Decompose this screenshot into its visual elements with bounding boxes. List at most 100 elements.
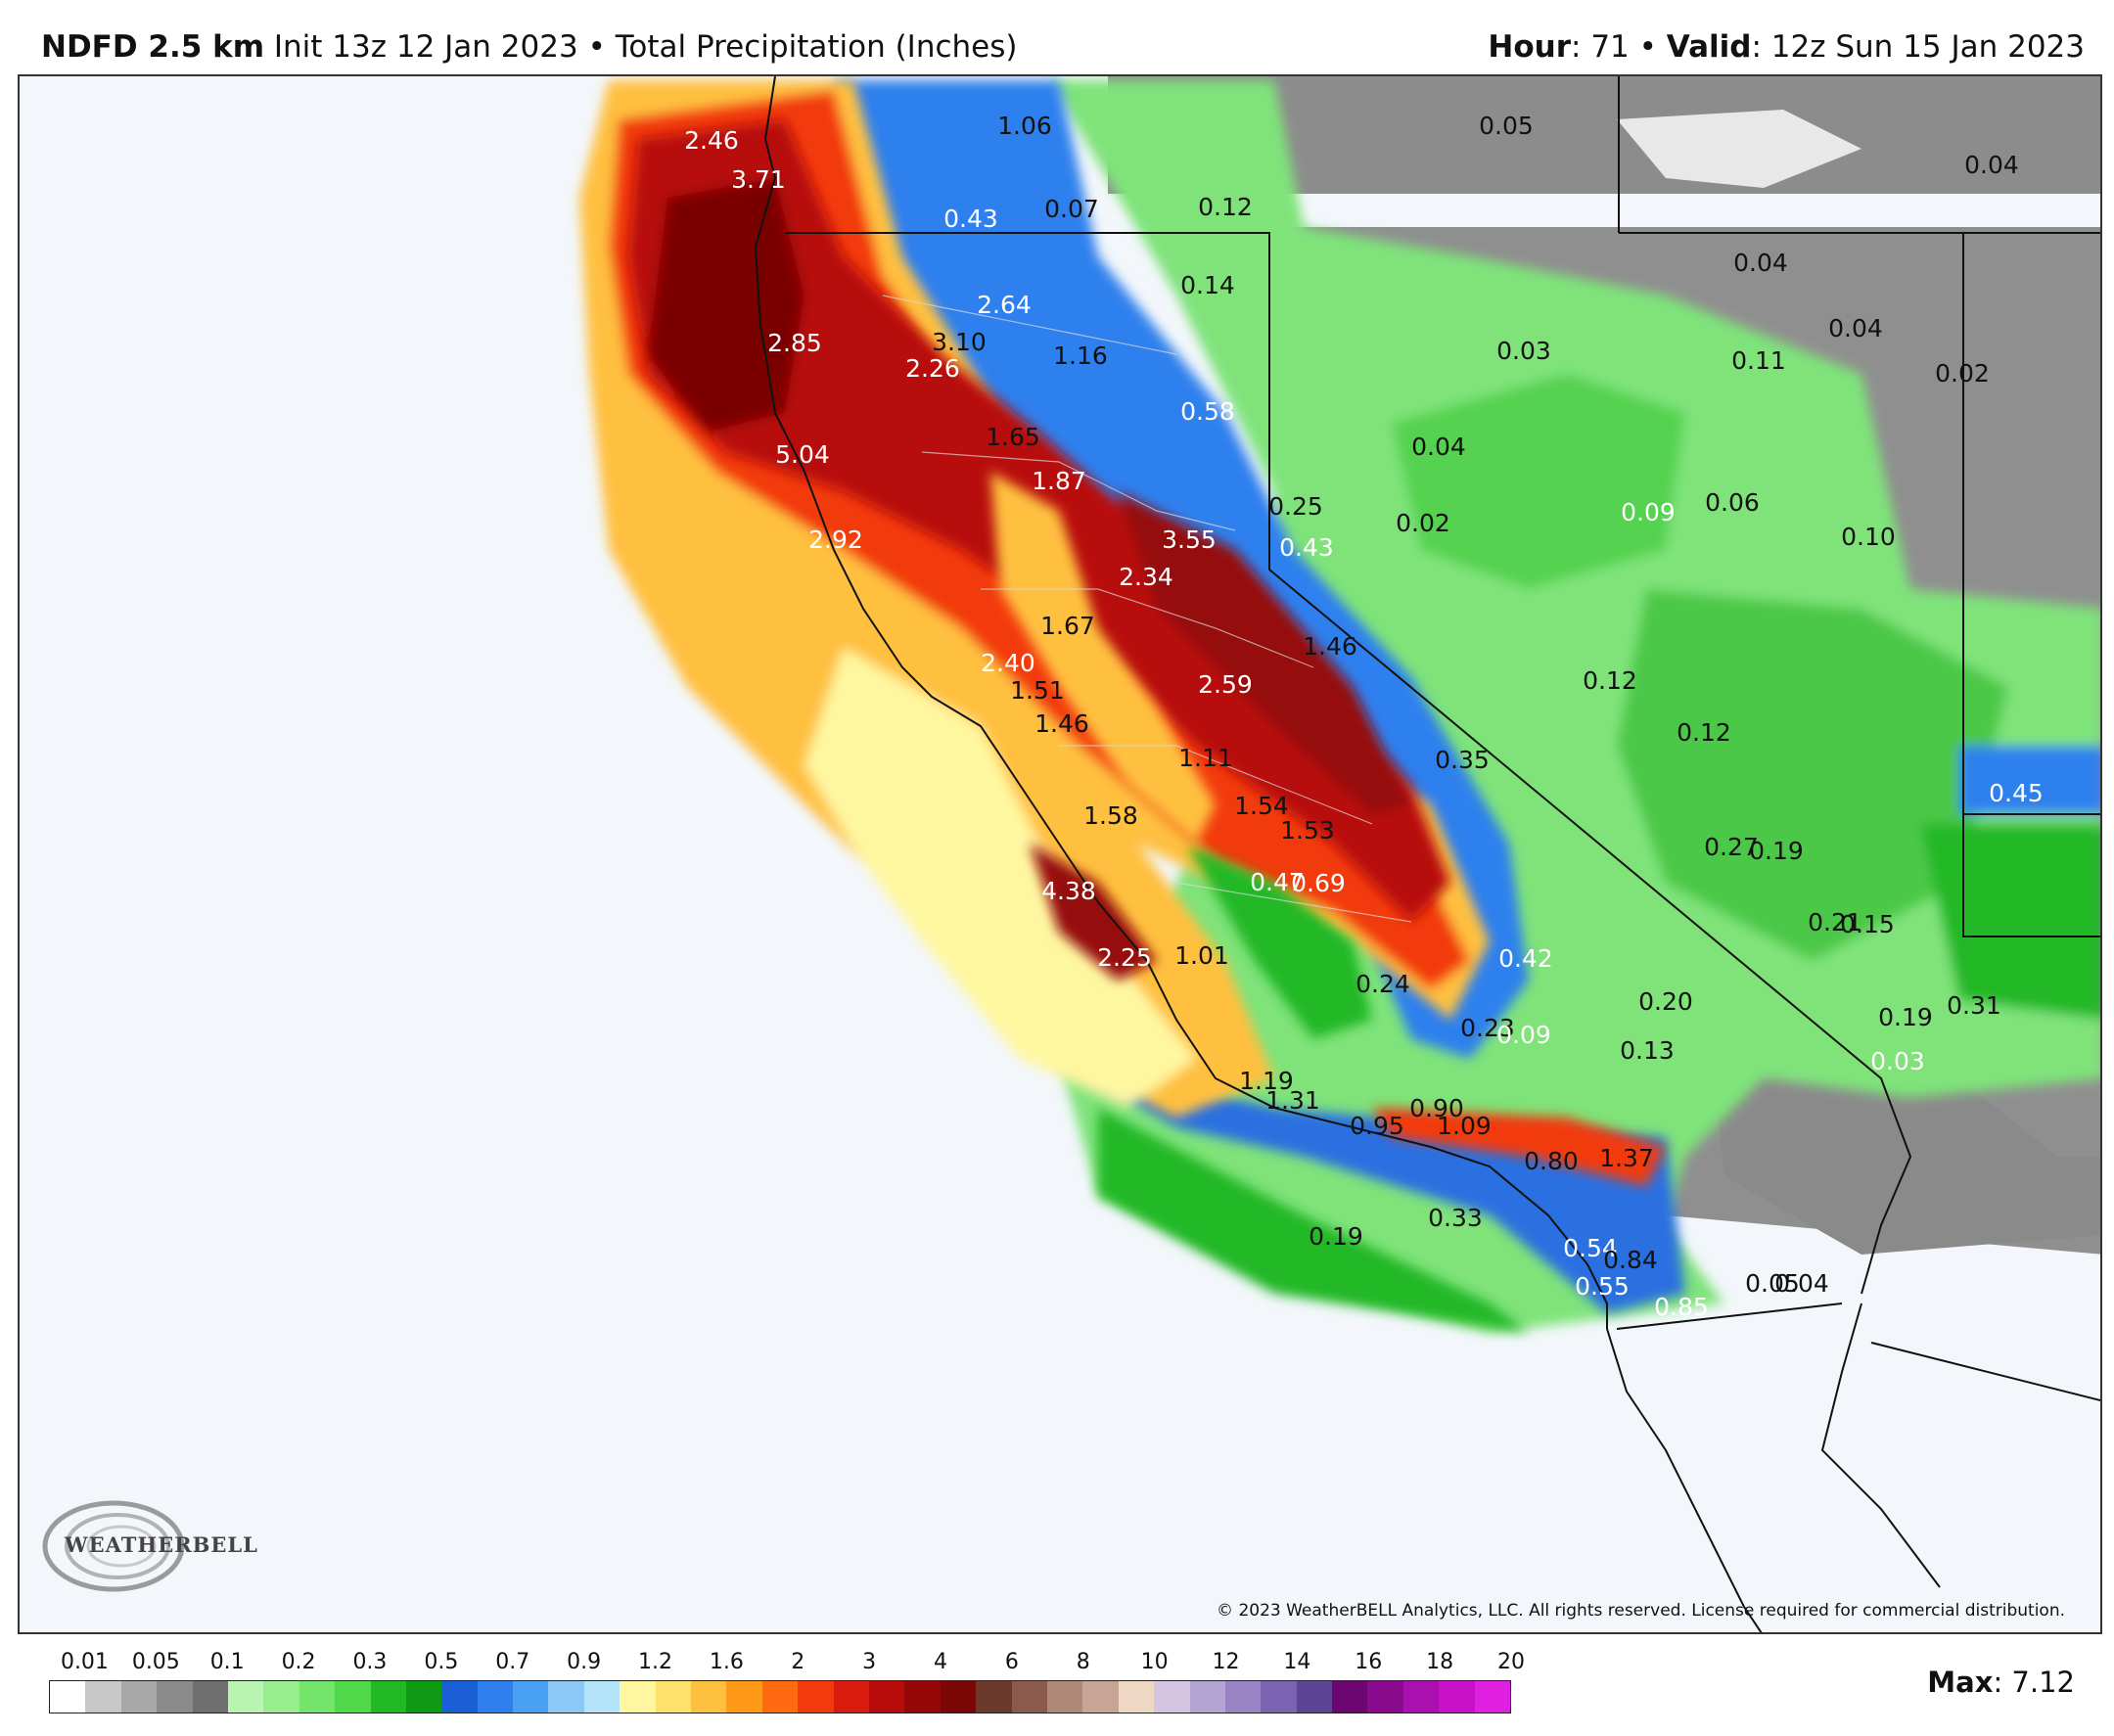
legend-swatch xyxy=(1296,1681,1333,1713)
precipitation-map: 2.46 3.71 1.06 0.05 0.04 0.43 0.07 0.12 0.14 0.04… xyxy=(18,74,2102,1634)
legend-swatch xyxy=(1439,1681,1475,1713)
legend-tick-label: 1.6 xyxy=(709,1650,744,1674)
logo-text: WEATHERBELL xyxy=(65,1532,258,1557)
precip-value-label: 0.20 xyxy=(1638,987,1693,1016)
precip-value-label: 0.12 xyxy=(1677,718,1731,747)
precip-value-label: 1.67 xyxy=(1040,612,1095,640)
precip-value-label: 0.19 xyxy=(1878,1003,1933,1031)
precip-value-label: 1.51 xyxy=(1010,676,1065,705)
legend-swatch xyxy=(227,1681,264,1713)
precip-value-label: 1.06 xyxy=(997,112,1052,140)
max-value: Max: 7.12 xyxy=(1927,1666,2075,1699)
legend-tick-label: 14 xyxy=(1283,1650,1311,1674)
legend-tick-label: 0.1 xyxy=(209,1650,245,1674)
precip-value-label: 0.09 xyxy=(1621,498,1676,526)
precip-value-label: 0.02 xyxy=(1396,509,1450,537)
precip-value-label: 1.87 xyxy=(1032,467,1086,495)
legend-swatch xyxy=(1154,1681,1190,1713)
precip-value-label: 1.11 xyxy=(1178,744,1233,772)
precip-value-label: 1.31 xyxy=(1265,1086,1320,1115)
logo-swirl-icon xyxy=(42,1500,185,1592)
legend-swatch xyxy=(726,1681,762,1713)
legend-tick-label: 6 xyxy=(1004,1650,1019,1674)
hour-value: : 71 xyxy=(1571,29,1630,65)
max-number: : 7.12 xyxy=(1993,1666,2075,1699)
legend-colorbar xyxy=(49,1680,1511,1713)
header-right: Hour: 71 • Valid: 12z Sun 15 Jan 2023 xyxy=(1488,29,2085,65)
copyright: © 2023 WeatherBELL Analytics, LLC. All r… xyxy=(1217,1601,2065,1621)
precip-value-label: 1.01 xyxy=(1174,941,1229,970)
precip-value-label: 0.23 xyxy=(1460,1014,1515,1042)
legend-swatch xyxy=(192,1681,228,1713)
legend-tick-label: 16 xyxy=(1355,1650,1383,1674)
bullet: • xyxy=(1638,29,1657,65)
legend-swatch xyxy=(441,1681,478,1713)
legend-tick-label: 0.9 xyxy=(567,1650,602,1674)
precip-value-label: 0.09 xyxy=(1496,1021,1551,1049)
precip-value-label: 0.04 xyxy=(1964,151,2019,179)
legend-swatch xyxy=(620,1681,656,1713)
legend-swatch xyxy=(263,1681,299,1713)
precip-value-label: 1.58 xyxy=(1083,801,1138,830)
legend-swatch xyxy=(1332,1681,1368,1713)
precip-value-label: 0.04 xyxy=(1411,433,1466,461)
legend-tick-label: 12 xyxy=(1212,1650,1240,1674)
valid-value: : 12z Sun 15 Jan 2023 xyxy=(1751,29,2085,65)
precip-value-label: 0.42 xyxy=(1498,944,1553,973)
precip-value-label: 0.90 xyxy=(1409,1094,1464,1122)
precip-value-label: 1.19 xyxy=(1239,1067,1294,1095)
legend-tick-label: 4 xyxy=(933,1650,947,1674)
legend-swatch xyxy=(583,1681,620,1713)
legend-swatch xyxy=(50,1681,86,1713)
precip-value-label: 0.12 xyxy=(1583,666,1637,695)
precip-value-label: 2.92 xyxy=(808,525,863,554)
legend-swatch xyxy=(655,1681,692,1713)
legend-swatch xyxy=(1224,1681,1262,1713)
precip-value-label: 0.33 xyxy=(1428,1204,1483,1232)
precip-value-label: 1.65 xyxy=(986,423,1040,451)
precip-value-label: 1.53 xyxy=(1280,816,1335,845)
legend-swatch xyxy=(1082,1681,1119,1713)
precip-value-label: 0.12 xyxy=(1198,193,1253,221)
precip-value-label: 0.25 xyxy=(1268,492,1323,521)
precip-value-label: 1.54 xyxy=(1234,792,1289,820)
legend-swatch xyxy=(1118,1681,1155,1713)
product-name: Total Precipitation (Inches) xyxy=(615,29,1018,65)
legend-swatch xyxy=(335,1681,371,1713)
precip-value-label: 0.02 xyxy=(1935,359,1990,388)
precip-value-label: 4.38 xyxy=(1041,877,1096,905)
precip-value-label: 0.21 xyxy=(1808,908,1862,937)
precip-value-label: 0.55 xyxy=(1575,1272,1630,1301)
legend-swatch xyxy=(157,1681,193,1713)
model-name: NDFD 2.5 km xyxy=(41,29,265,65)
legend-swatch xyxy=(120,1681,158,1713)
precip-value-label: 0.27 xyxy=(1704,833,1759,861)
precip-value-label: 0.05 xyxy=(1479,112,1534,140)
precip-value-label: 2.64 xyxy=(977,291,1032,319)
precip-value-label: 1.46 xyxy=(1034,709,1089,738)
precip-value-label: 2.34 xyxy=(1119,563,1173,591)
precip-value-label: 3.10 xyxy=(932,328,987,356)
map-header: NDFD 2.5 km Init 13z 12 Jan 2023 • Total… xyxy=(0,0,2114,70)
precip-value-label: 0.03 xyxy=(1496,337,1551,365)
precip-value-label: 2.85 xyxy=(767,329,822,357)
legend-swatch xyxy=(691,1681,727,1713)
precip-value-label: 0.19 xyxy=(1749,837,1804,865)
legend-tick-label: 0.3 xyxy=(352,1650,388,1674)
legend-swatch xyxy=(477,1681,514,1713)
legend-swatch xyxy=(370,1681,406,1713)
legend-tick-label: 8 xyxy=(1076,1650,1090,1674)
legend-swatch xyxy=(1261,1681,1297,1713)
precip-value-label: 0.58 xyxy=(1180,397,1235,426)
precip-value-label: 0.35 xyxy=(1435,746,1490,774)
precip-value-label: 2.25 xyxy=(1097,943,1152,972)
legend-swatch xyxy=(1402,1681,1440,1713)
weatherbell-logo: WEATHERBELL xyxy=(29,1487,257,1605)
legend-tick-label: 2 xyxy=(791,1650,805,1674)
precip-value-label: 2.59 xyxy=(1198,670,1253,699)
legend-swatch xyxy=(798,1681,834,1713)
header-left: NDFD 2.5 km Init 13z 12 Jan 2023 • Total… xyxy=(41,29,1017,65)
legend-swatch xyxy=(1474,1681,1511,1713)
precip-value-label: 0.80 xyxy=(1524,1147,1579,1175)
legend-swatch xyxy=(868,1681,905,1713)
